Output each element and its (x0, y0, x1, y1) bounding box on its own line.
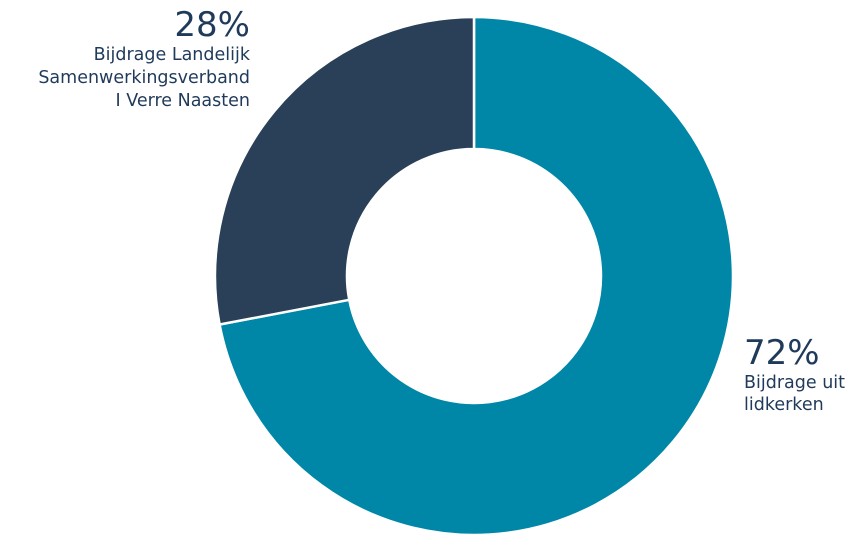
label-line: lidkerken (744, 395, 824, 415)
slice-value-label-lidkerken: 72% (744, 333, 820, 373)
callout-lidkerken: 72% Bijdrage uit lidkerken (744, 336, 845, 416)
slice-landelijk (213, 15, 476, 326)
slice-category-label-lidkerken: Bijdrage uit lidkerken (744, 372, 845, 416)
label-line: Samenwerkingsverband (38, 68, 250, 88)
slice-category-label-landelijk: Bijdrage Landelijk Samenwerkingsverband … (38, 44, 250, 113)
slice-value-label-landelijk: 28% (174, 5, 250, 45)
callout-landelijk: 28% Bijdrage Landelijk Samenwerkingsverb… (38, 8, 250, 113)
label-line: I Verre Naasten (115, 91, 250, 111)
donut-slices (213, 15, 735, 535)
label-line: Bijdrage Landelijk (93, 45, 250, 65)
label-line: Bijdrage uit (744, 373, 846, 393)
slice-lidkerken (218, 15, 735, 535)
